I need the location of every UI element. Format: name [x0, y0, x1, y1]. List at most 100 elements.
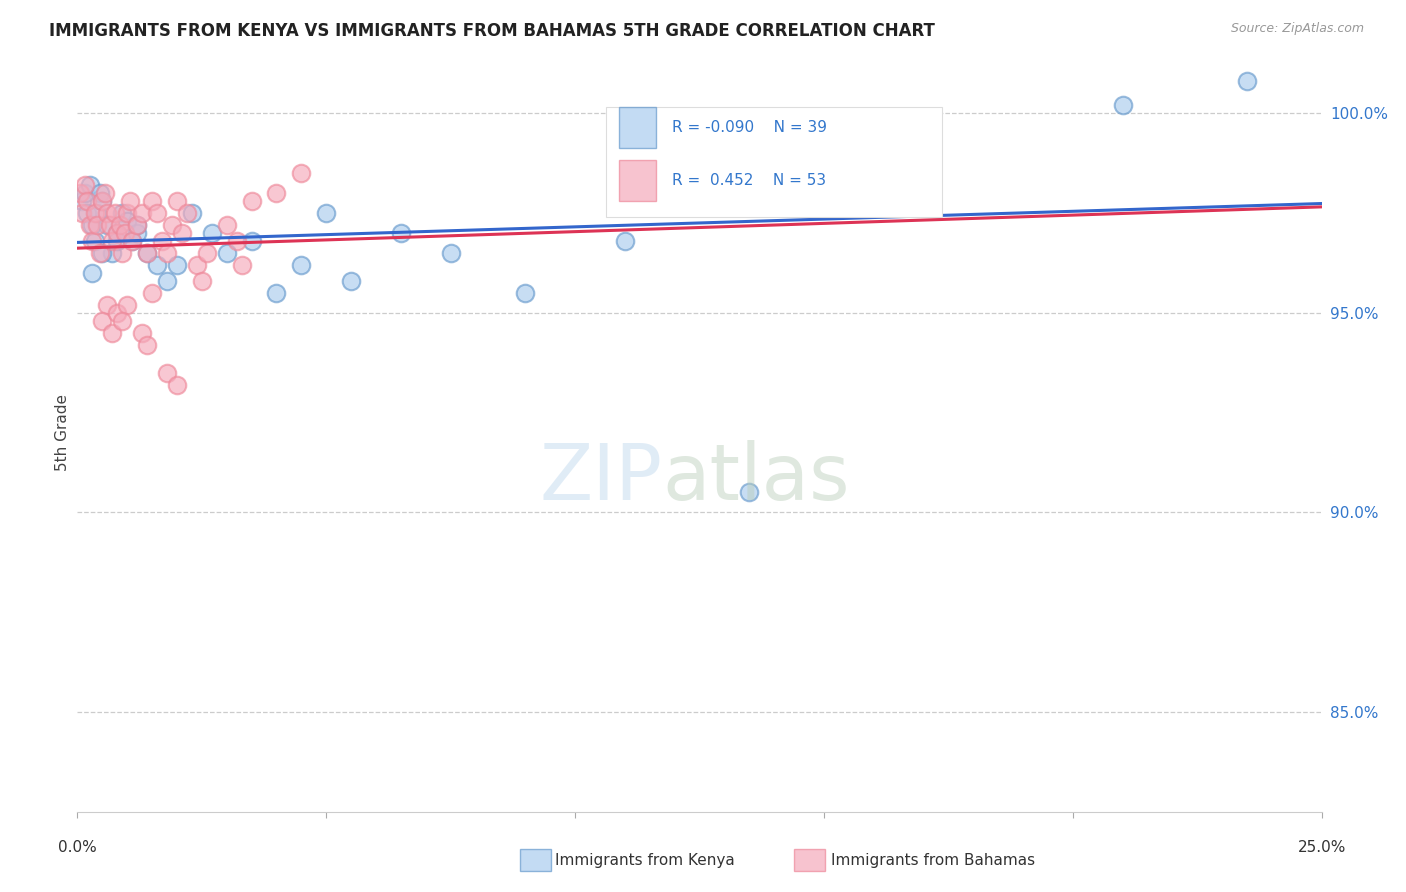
Point [86, 206, 108, 220]
Text: IMMIGRANTS FROM KENYA VS IMMIGRANTS FROM BAHAMAS 5TH GRADE CORRELATION CHART: IMMIGRANTS FROM KENYA VS IMMIGRANTS FROM… [49, 22, 935, 40]
Point [76, 206, 98, 220]
Point [111, 246, 134, 260]
Text: R =  0.452    N = 53: R = 0.452 N = 53 [672, 173, 827, 188]
Point [69, 186, 91, 201]
Point [290, 166, 312, 180]
Point [82, 266, 104, 280]
Point [613, 234, 636, 248]
Point [89, 246, 111, 260]
Point [93, 186, 115, 201]
Point [125, 218, 148, 232]
Point [738, 485, 761, 500]
Point [156, 274, 179, 288]
Point [440, 246, 463, 260]
Point [76, 194, 98, 209]
Point [91, 314, 114, 328]
Point [101, 246, 124, 260]
Point [180, 206, 202, 220]
Bar [619, 107, 657, 148]
Point [166, 377, 188, 392]
Point [115, 206, 138, 220]
Point [136, 338, 159, 352]
Point [104, 206, 127, 220]
Point [118, 194, 141, 209]
Point [105, 226, 128, 240]
Point [1236, 74, 1258, 88]
Text: Immigrants from Kenya: Immigrants from Kenya [555, 854, 735, 868]
Point [389, 226, 412, 240]
Point [121, 234, 143, 248]
Point [105, 306, 128, 320]
Text: ZIP: ZIP [538, 440, 662, 516]
Point [73, 178, 96, 193]
Point [91, 194, 114, 209]
Point [176, 206, 198, 220]
Bar [619, 160, 657, 202]
Point [156, 366, 179, 380]
Point [86, 218, 108, 232]
Point [150, 234, 173, 248]
Point [215, 246, 238, 260]
Point [72, 194, 94, 209]
Point [115, 214, 138, 228]
Point [266, 186, 288, 201]
Point [166, 258, 188, 272]
Point [111, 314, 134, 328]
Point [201, 226, 224, 240]
Point [83, 206, 105, 220]
Point [91, 246, 114, 260]
Point [125, 218, 148, 232]
FancyBboxPatch shape [606, 107, 942, 217]
Point [114, 226, 136, 240]
Point [215, 218, 238, 232]
Point [115, 298, 138, 312]
Point [315, 206, 337, 220]
Text: R = -0.090    N = 39: R = -0.090 N = 39 [672, 120, 827, 136]
Point [340, 274, 363, 288]
Point [108, 218, 131, 232]
Point [240, 234, 263, 248]
Point [79, 178, 101, 193]
Point [89, 186, 111, 201]
Point [73, 186, 96, 201]
Point [136, 246, 159, 260]
Point [111, 206, 134, 220]
Text: Immigrants from Bahamas: Immigrants from Bahamas [831, 854, 1035, 868]
Text: atlas: atlas [662, 440, 849, 516]
Point [266, 285, 288, 300]
Point [231, 258, 253, 272]
Point [170, 226, 193, 240]
Y-axis label: 5th Grade: 5th Grade [55, 394, 70, 471]
Point [136, 246, 159, 260]
Text: Source: ZipAtlas.com: Source: ZipAtlas.com [1230, 22, 1364, 36]
Point [125, 226, 148, 240]
Point [141, 285, 163, 300]
Point [79, 218, 101, 232]
Point [82, 234, 104, 248]
Point [101, 234, 124, 248]
Text: 0.0%: 0.0% [58, 839, 97, 855]
Point [121, 234, 143, 248]
Point [166, 194, 188, 209]
Point [96, 206, 118, 220]
Point [83, 234, 105, 248]
Point [131, 326, 153, 340]
Point [290, 258, 312, 272]
Point [156, 246, 179, 260]
Point [72, 206, 94, 220]
Point [101, 326, 124, 340]
Point [146, 206, 169, 220]
Point [225, 234, 247, 248]
Point [141, 194, 163, 209]
Point [1111, 98, 1133, 112]
Text: 25.0%: 25.0% [1298, 839, 1346, 855]
Point [240, 194, 263, 209]
Point [91, 194, 114, 209]
Point [146, 258, 169, 272]
Point [191, 274, 214, 288]
Point [98, 218, 121, 232]
Point [195, 246, 218, 260]
Point [96, 298, 118, 312]
Point [131, 206, 153, 220]
Point [105, 234, 128, 248]
